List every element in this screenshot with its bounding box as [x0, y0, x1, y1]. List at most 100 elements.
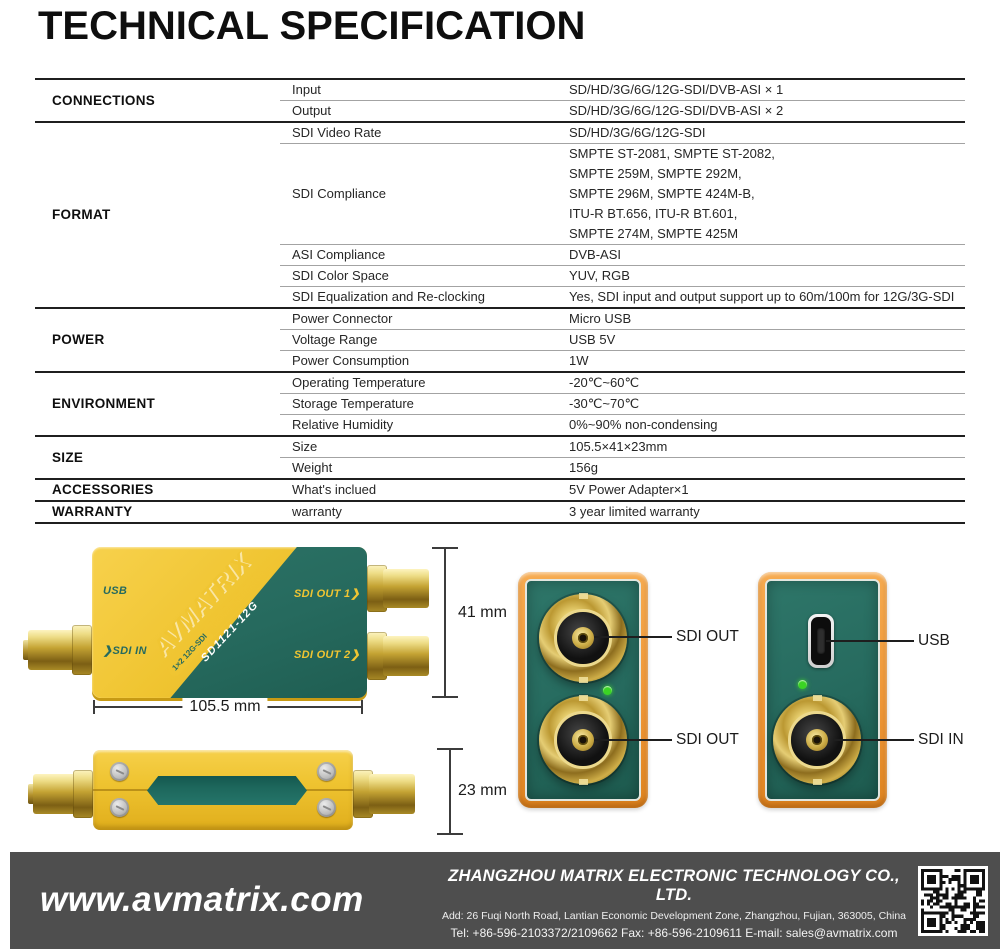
spec-property: SDI Compliance — [280, 143, 565, 245]
spec-row: ASI Compliance DVB-ASI — [35, 244, 965, 266]
spec-property: What's inclued — [280, 478, 565, 501]
spec-value: 1W — [565, 350, 965, 372]
spec-row: SDI Compliance SMPTE ST-2081, SMPTE ST-20… — [35, 143, 965, 245]
spec-value: 0%~90% non-condensing — [565, 414, 965, 436]
spec-value: SD/HD/3G/6G/12G-SDI — [565, 121, 965, 144]
status-led — [798, 680, 807, 689]
side-recess — [147, 776, 307, 805]
qr-code — [918, 866, 988, 936]
sdi-out2-port-label: SDI OUT 2❯ — [293, 649, 360, 661]
spec-row: ACCESSORIES What's inclued 5V Power Adapte… — [35, 478, 965, 501]
spec-row: SDI Color Space YUV, RGB — [35, 265, 965, 287]
spec-row: Weight 156g — [35, 457, 965, 479]
spec-row: Output SD/HD/3G/6G/12G-SDI/DVB-ASI × 2 — [35, 100, 965, 122]
spec-value: SD/HD/3G/6G/12G-SDI/DVB-ASI × 2 — [565, 100, 965, 122]
spec-row: Power Consumption 1W — [35, 350, 965, 372]
dimension-label-height: 41 mm — [458, 604, 507, 621]
footer-bar: www.avmatrix.com ZHANGZHOU MATRIX ELECTR… — [10, 852, 1000, 949]
spec-property: Size — [280, 435, 565, 458]
spec-property: Output — [280, 100, 565, 122]
spec-property: ASI Compliance — [280, 244, 565, 266]
sdi-out1-port-label: SDI OUT 1❯ — [293, 588, 360, 600]
website-url: www.avmatrix.com — [40, 879, 364, 919]
callout-line-sdi-in — [834, 739, 914, 741]
spec-row: Voltage Range USB 5V — [35, 329, 965, 351]
spec-row: Storage Temperature -30℃~70℃ — [35, 393, 965, 415]
company-contact: Tel: +86-596-2103372/2109662 Fax: +86-59… — [450, 926, 898, 940]
spec-value: DVB-ASI — [565, 244, 965, 266]
usb-port-label: USB — [103, 585, 128, 597]
company-address: Add: 26 Fuqi North Road, Lantian Economi… — [441, 910, 907, 922]
section-label: FORMAT — [35, 121, 280, 308]
spec-value: 156g — [565, 457, 965, 479]
spec-value: Yes, SDI input and output support up to … — [565, 286, 965, 308]
spec-row: POWER Power Connector Micro USB — [35, 307, 965, 372]
section-label: CONNECTIONS — [35, 78, 280, 122]
spec-property: Voltage Range — [280, 329, 565, 351]
dimension-label-thickness: 23 mm — [458, 782, 507, 799]
top-view: AVMATRIX 1×2 12G-SDI SIGNAL REPEATER SD1… — [23, 547, 429, 698]
spec-row: WARRANTY warranty 3 year limited warranty — [35, 500, 965, 523]
callout-line-sdi-out-top — [594, 636, 672, 638]
company-info: ZHANGZHOU MATRIX ELECTRONIC TECHNOLOGY C… — [430, 867, 918, 940]
spec-property: Weight — [280, 457, 565, 479]
spec-value: 5V Power Adapter×1 — [565, 478, 965, 501]
sdi-in-port-label: ❯SDI IN — [103, 645, 147, 657]
spec-row: SDI Equalization and Re-clocking Yes, SDI… — [35, 286, 965, 308]
spec-row: ENVIRONMENT Operating Temperature -20℃~60℃ — [35, 371, 965, 436]
spec-value: 105.5×41×23mm — [565, 435, 965, 458]
screw-icon — [317, 762, 336, 781]
spec-row: CONNECTIONS Input SD/HD/3G/6G/12G-SDI/DVB-… — [35, 78, 965, 122]
spec-value: YUV, RGB — [565, 265, 965, 287]
product-views: AVMATRIX 1×2 12G-SDI SIGNAL REPEATER SD1… — [0, 535, 1000, 852]
company-name: ZHANGZHOU MATRIX ELECTRONIC TECHNOLOGY C… — [448, 867, 900, 904]
bnc-sdi-in — [773, 695, 861, 785]
page-title: TECHNICAL SPECIFICATION — [38, 4, 586, 48]
bnc-connector-sdi-out-1 — [367, 565, 429, 612]
section-label: WARRANTY — [35, 500, 280, 523]
dimension-label-length: 105.5 mm — [182, 698, 268, 716]
spec-value: SD/HD/3G/6G/12G-SDI/DVB-ASI × 1 — [565, 78, 965, 101]
spec-row: FORMAT SDI Video Rate SD/HD/3G/6G/12G-SDI — [35, 121, 965, 308]
spec-table-wrap: CONNECTIONS Input SD/HD/3G/6G/12G-SDI/DVB-… — [35, 78, 965, 524]
spec-value: -20℃~60℃ — [565, 371, 965, 394]
spec-value: SMPTE ST-2081, SMPTE ST-2082, SMPTE 259M… — [565, 143, 965, 245]
spec-table: CONNECTIONS Input SD/HD/3G/6G/12G-SDI/DVB-… — [35, 78, 965, 524]
spec-value: 3 year limited warranty — [565, 500, 965, 523]
spec-property: Power Connector — [280, 307, 565, 330]
bnc-sdi-out-1 — [539, 593, 627, 683]
screw-icon — [317, 798, 336, 817]
side-view — [28, 750, 415, 830]
spec-property: Storage Temperature — [280, 393, 565, 415]
spec-property: SDI Color Space — [280, 265, 565, 287]
spec-property: Input — [280, 78, 565, 101]
screw-icon — [110, 798, 129, 817]
status-led — [603, 686, 612, 695]
spec-row: SIZE Size 105.5×41×23mm — [35, 435, 965, 479]
section-label: POWER — [35, 307, 280, 372]
rear-view — [518, 572, 648, 808]
spec-row: Relative Humidity 0%~90% non-condensing — [35, 414, 965, 436]
device-top-body: AVMATRIX 1×2 12G-SDI SIGNAL REPEATER SD1… — [92, 547, 367, 698]
spec-value: Micro USB — [565, 307, 965, 330]
bnc-connector-sdi-out-2 — [367, 632, 429, 680]
screw-icon — [110, 762, 129, 781]
callout-label-usb: USB — [918, 632, 950, 649]
device-side-body — [93, 750, 353, 830]
spec-table-body: CONNECTIONS Input SD/HD/3G/6G/12G-SDI/DVB-… — [35, 78, 965, 523]
bnc-connector-sdi-in — [23, 625, 92, 675]
spec-value: USB 5V — [565, 329, 965, 351]
spec-property: Operating Temperature — [280, 371, 565, 394]
front-view — [758, 572, 887, 808]
callout-label-sdi-in: SDI IN — [918, 731, 964, 748]
dimension-line-height — [432, 547, 458, 698]
spec-property: warranty — [280, 500, 565, 523]
callout-label-sdi-out-top: SDI OUT — [676, 628, 739, 645]
bnc-connector-side-right — [353, 770, 415, 818]
spec-property: Relative Humidity — [280, 414, 565, 436]
bnc-connector-side-left — [28, 770, 93, 818]
qr-code-svg — [921, 869, 985, 933]
spec-value: -30℃~70℃ — [565, 393, 965, 415]
dimension-line-thickness — [437, 748, 463, 835]
